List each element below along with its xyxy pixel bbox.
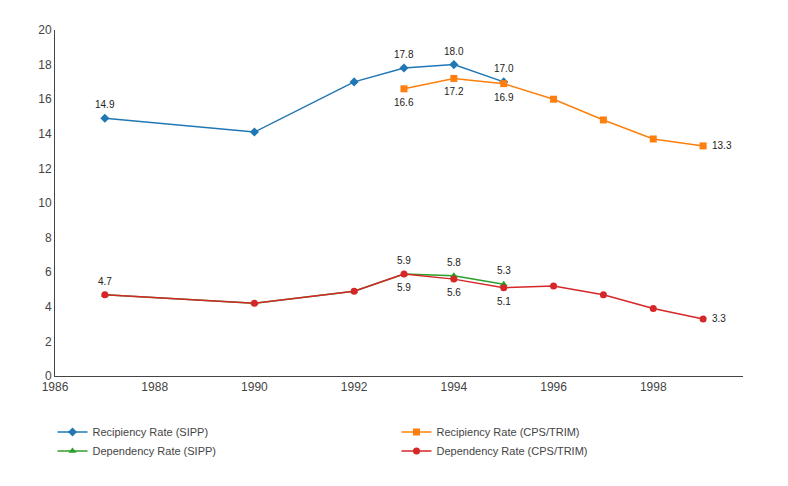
svg-text:18: 18 (38, 58, 52, 72)
svg-text:5.6: 5.6 (447, 287, 461, 298)
svg-text:17.8: 17.8 (394, 49, 414, 60)
svg-text:1996: 1996 (540, 380, 567, 394)
svg-text:14: 14 (38, 127, 52, 141)
svg-text:10: 10 (38, 196, 52, 210)
svg-text:5.3: 5.3 (497, 265, 511, 276)
svg-text:12: 12 (38, 162, 52, 176)
svg-text:Recipiency Rate (SIPP): Recipiency Rate (SIPP) (93, 426, 209, 438)
svg-text:2: 2 (45, 335, 52, 349)
svg-text:1988: 1988 (141, 380, 168, 394)
svg-text:4: 4 (45, 300, 52, 314)
svg-text:0: 0 (45, 369, 52, 383)
svg-text:5.1: 5.1 (497, 296, 511, 307)
svg-text:8: 8 (45, 231, 52, 245)
svg-text:6: 6 (45, 265, 52, 279)
svg-text:Recipiency Rate (CPS/TRIM): Recipiency Rate (CPS/TRIM) (437, 426, 580, 438)
svg-text:4.7: 4.7 (98, 276, 112, 287)
svg-text:16.9: 16.9 (494, 92, 514, 103)
svg-text:5.8: 5.8 (447, 257, 461, 268)
svg-text:16: 16 (38, 92, 52, 106)
svg-text:Dependency Rate (SIPP): Dependency Rate (SIPP) (93, 445, 217, 457)
svg-text:1992: 1992 (341, 380, 368, 394)
svg-text:16.6: 16.6 (394, 97, 414, 108)
svg-text:14.9: 14.9 (95, 99, 115, 110)
svg-text:17.0: 17.0 (494, 63, 514, 74)
svg-text:17.2: 17.2 (444, 86, 464, 97)
svg-text:Dependency Rate (CPS/TRIM): Dependency Rate (CPS/TRIM) (437, 445, 588, 457)
svg-text:1986: 1986 (42, 380, 69, 394)
svg-text:5.9: 5.9 (397, 282, 411, 293)
svg-text:20: 20 (38, 23, 52, 37)
svg-text:13.3: 13.3 (712, 140, 732, 151)
svg-text:18.0: 18.0 (444, 46, 464, 57)
svg-text:1998: 1998 (640, 380, 667, 394)
svg-text:3.3: 3.3 (712, 313, 726, 324)
svg-text:1994: 1994 (440, 380, 467, 394)
svg-text:1990: 1990 (241, 380, 268, 394)
svg-text:5.9: 5.9 (397, 255, 411, 266)
